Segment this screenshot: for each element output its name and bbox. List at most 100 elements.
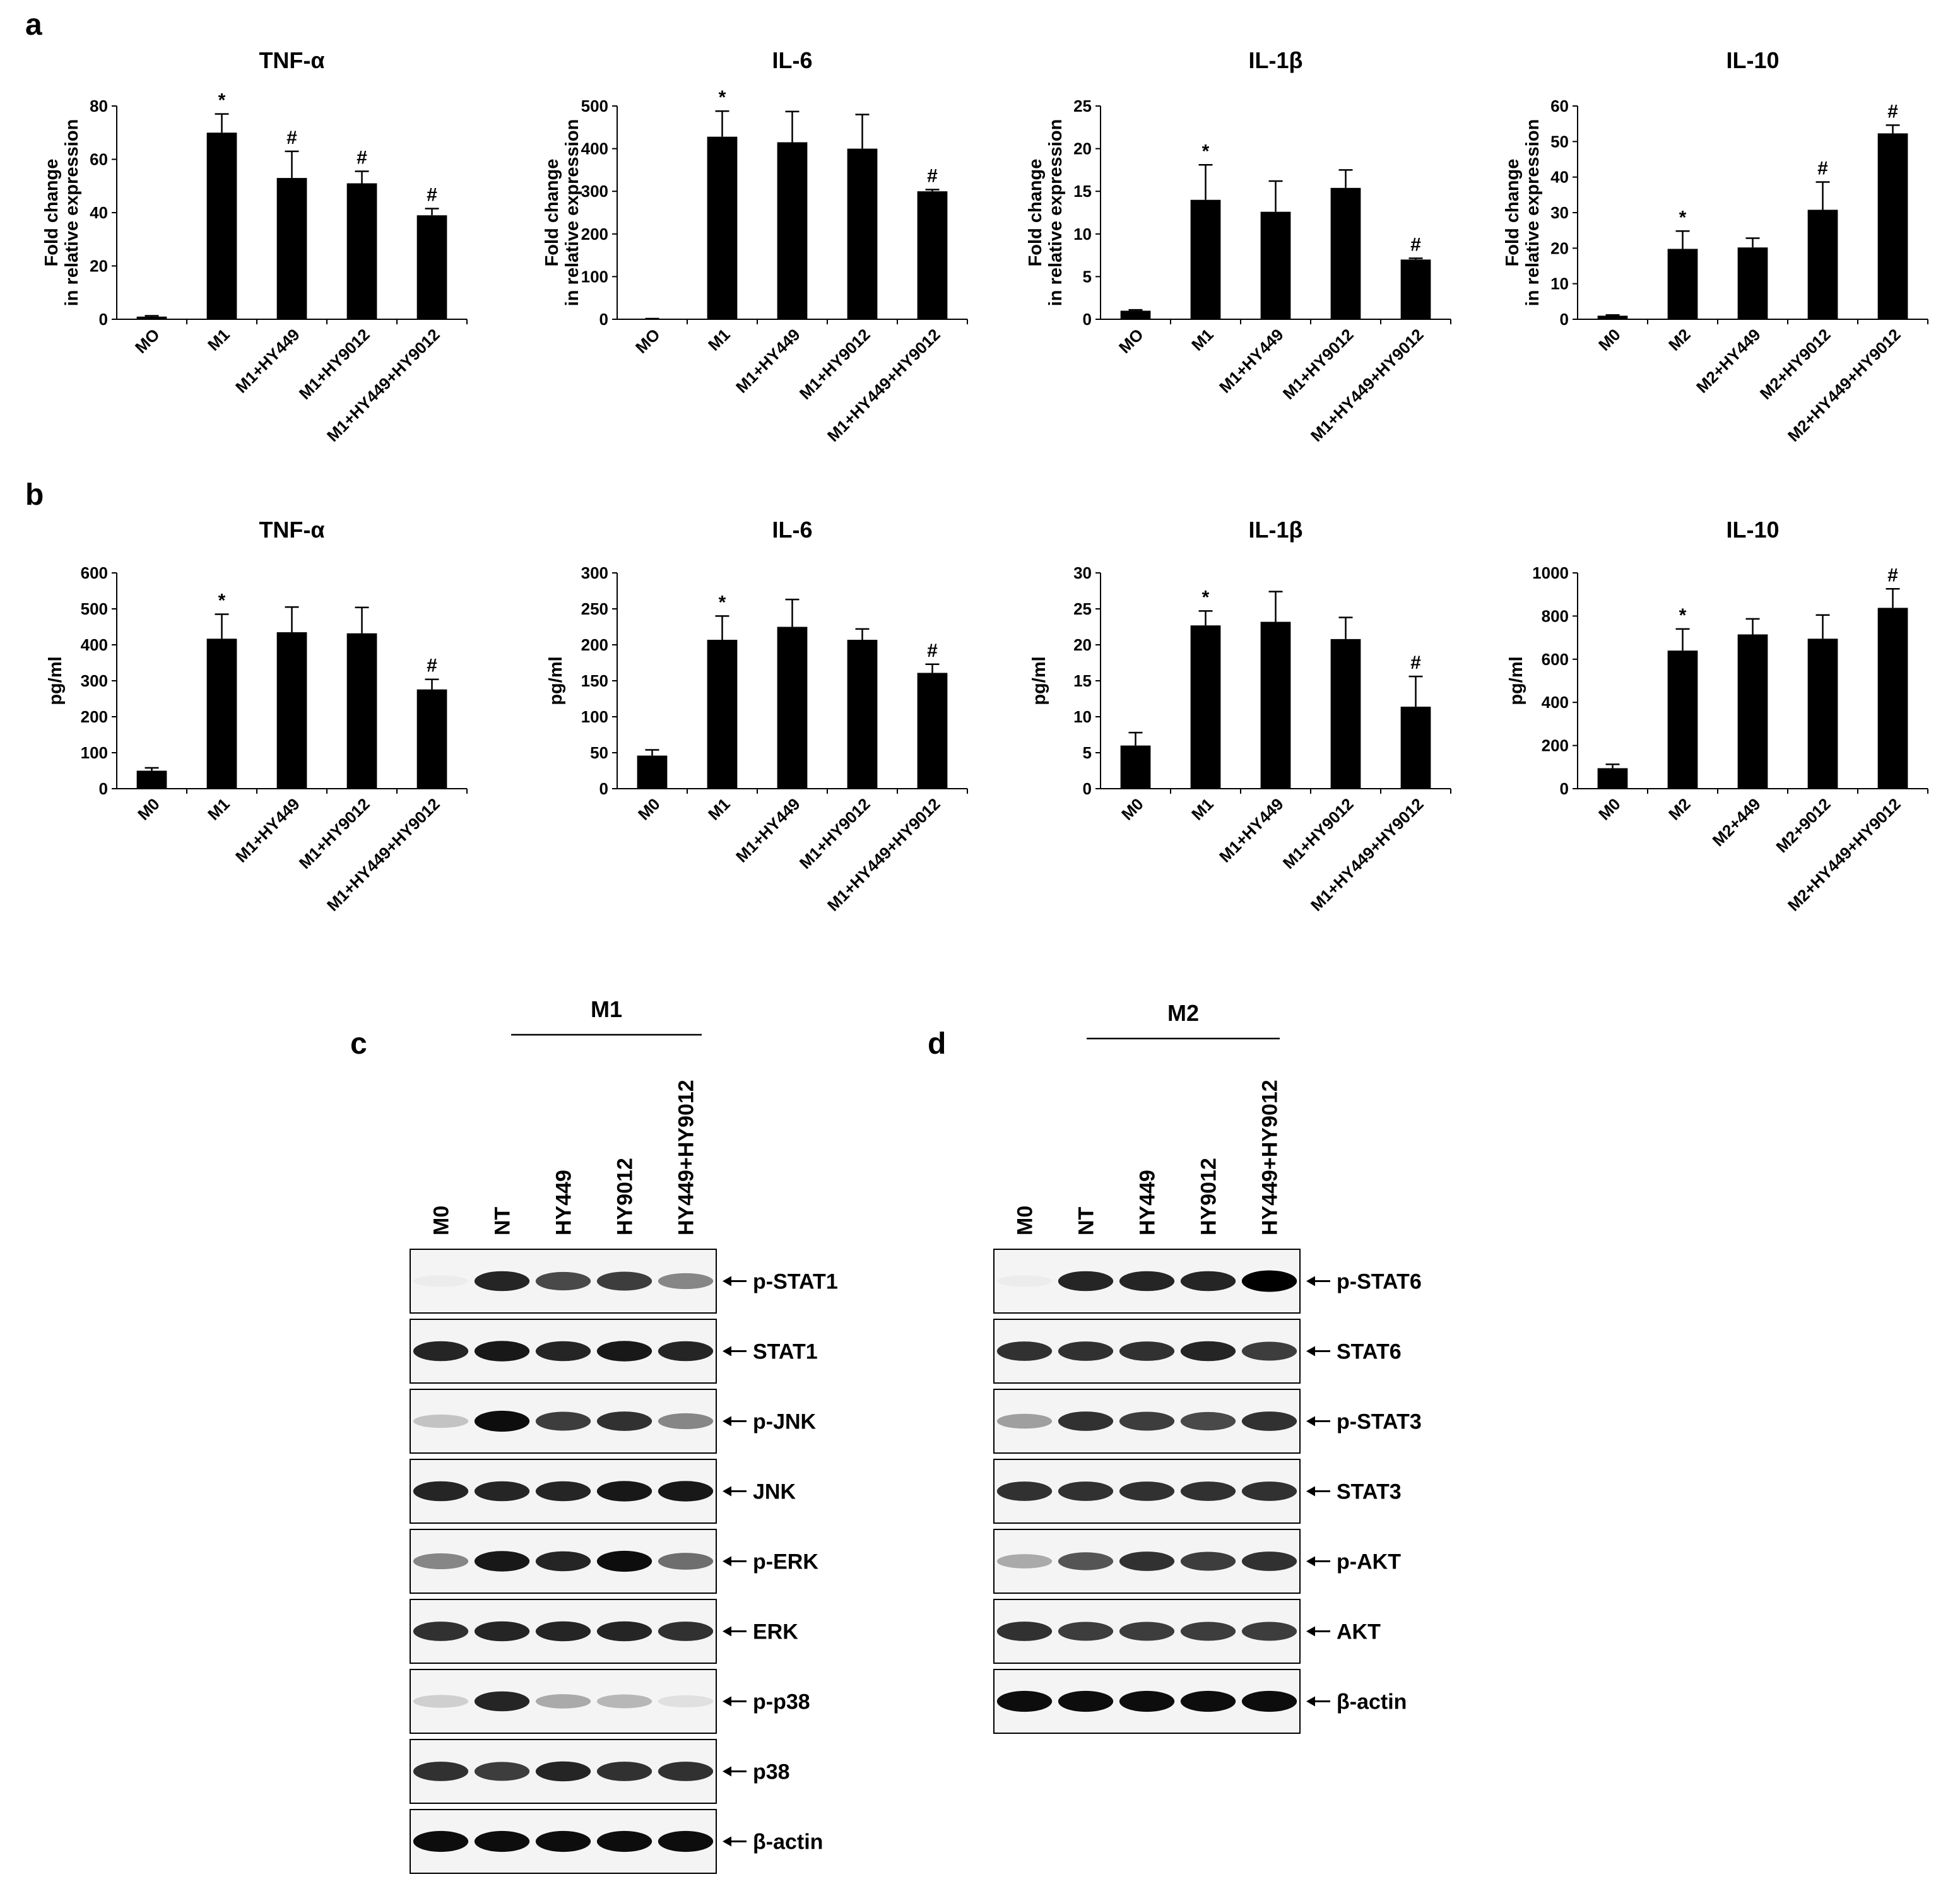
y-tick-label: 400: [81, 635, 108, 654]
y-axis-label: in relative expression: [62, 119, 82, 307]
x-tick-label: M0: [134, 794, 163, 824]
y-axis-label: Fold change: [542, 159, 562, 267]
protein-label: AKT: [1337, 1620, 1381, 1644]
significance-mark: #: [927, 640, 938, 661]
protein-band: [1180, 1271, 1236, 1292]
blot-strip: [410, 1669, 717, 1734]
x-tick-label: M2+HY449+HY9012: [1784, 794, 1904, 915]
chart-a-3: IL-1β Fold change in relative expression 0 5…: [1025, 47, 1451, 445]
protein-band: [658, 1622, 714, 1641]
protein-band: [1119, 1690, 1175, 1712]
protein-label: p-STAT3: [1337, 1410, 1422, 1434]
x-tick-label: M1+HY449: [1215, 325, 1287, 397]
bar: [136, 316, 167, 319]
bar: [1807, 209, 1838, 319]
arrowhead-icon: [1306, 1486, 1315, 1497]
y-axis-label: pg/ml: [1506, 656, 1526, 705]
bar: [346, 183, 377, 319]
arrowhead-icon: [723, 1766, 731, 1777]
x-tick-label: M1+HY449+HY9012: [1307, 325, 1427, 445]
y-axis-label: in relative expression: [1523, 119, 1543, 307]
panel-label-b: b: [25, 478, 44, 512]
y-tick-label: 60: [90, 150, 108, 169]
significance-mark: *: [719, 87, 726, 108]
y-axis-label: in relative expression: [562, 119, 582, 307]
x-tick-label: M1+HY449+HY9012: [824, 794, 944, 915]
bar: [1877, 133, 1908, 320]
y-tick-label: 0: [99, 779, 108, 798]
protein-band: [535, 1761, 591, 1782]
y-tick-label: 0: [599, 310, 608, 329]
protein-band: [658, 1341, 714, 1362]
protein-band: [1119, 1622, 1175, 1641]
y-tick-label: 10: [1550, 274, 1569, 293]
protein-band: [596, 1481, 652, 1502]
y-tick-label: 60: [1550, 97, 1569, 115]
significance-mark: #: [357, 148, 367, 168]
bar: [637, 755, 668, 789]
arrowhead-icon: [1306, 1346, 1315, 1357]
bar: [206, 639, 237, 789]
bar: [917, 673, 948, 789]
protein-band: [474, 1762, 530, 1781]
x-tick-label: M1+HY449: [232, 325, 304, 397]
y-tick-label: 400: [581, 139, 608, 158]
protein-band: [996, 1690, 1053, 1712]
x-tick-label: M1+HY9012: [1279, 794, 1357, 873]
lane-label: HY449: [552, 1170, 576, 1235]
protein-band: [996, 1554, 1053, 1569]
bar: [847, 640, 878, 789]
protein-band: [1241, 1690, 1297, 1712]
significance-mark: *: [218, 591, 226, 611]
bar: [1260, 621, 1291, 789]
protein-label: p-JNK: [753, 1410, 817, 1434]
bar: [276, 178, 307, 319]
protein-band: [1058, 1622, 1114, 1641]
x-tick-label: MO: [1115, 325, 1147, 357]
protein-band: [658, 1413, 714, 1430]
protein-label: JNK: [753, 1480, 796, 1504]
protein-band: [1180, 1481, 1236, 1501]
chart-a-4: IL-10 Fold change in relative expression 0 1…: [1502, 47, 1928, 445]
y-tick-label: 600: [1542, 650, 1569, 669]
lane-label: HY9012: [613, 1158, 637, 1235]
protein-band: [996, 1622, 1053, 1641]
y-tick-label: 20: [1073, 139, 1092, 158]
x-tick-label: M1+HY449+HY9012: [323, 794, 444, 915]
protein-band: [658, 1762, 714, 1781]
protein-band: [413, 1830, 469, 1852]
protein-band: [535, 1411, 591, 1431]
y-tick-label: 600: [81, 563, 108, 582]
x-tick-label: M2: [1665, 794, 1694, 824]
x-tick-label: M2+9012: [1772, 794, 1834, 856]
protein-band: [474, 1410, 530, 1432]
y-tick-label: 150: [581, 671, 608, 690]
bar: [777, 142, 808, 319]
y-tick-label: 10: [1073, 225, 1092, 244]
protein-band: [1241, 1622, 1297, 1641]
protein-band: [1180, 1411, 1236, 1431]
protein-band: [1058, 1552, 1114, 1570]
bar: [416, 215, 447, 319]
significance-mark: #: [1887, 565, 1898, 586]
protein-band: [1241, 1551, 1297, 1571]
x-tick-label: M2+HY449: [1692, 325, 1764, 397]
chart-b-3: IL-1βpg/ml051015202530M0*M1M1+HY449M1+HY…: [1029, 517, 1451, 915]
bar: [1330, 639, 1361, 789]
y-tick-label: 0: [1083, 310, 1092, 329]
x-tick-label: M2+449: [1709, 794, 1764, 850]
y-tick-label: 30: [1550, 203, 1569, 222]
protein-band: [996, 1413, 1053, 1429]
y-tick-label: 400: [1542, 693, 1569, 712]
y-axis-label: pg/ml: [1029, 656, 1049, 705]
protein-band: [413, 1341, 469, 1362]
significance-mark: #: [1817, 158, 1828, 179]
protein-band: [996, 1341, 1053, 1361]
y-tick-label: 200: [581, 635, 608, 654]
x-tick-label: M1: [704, 794, 734, 824]
protein-band: [596, 1830, 652, 1852]
chart-title: IL-10: [1726, 517, 1779, 543]
bar: [416, 689, 447, 789]
y-tick-label: 10: [1073, 707, 1092, 726]
